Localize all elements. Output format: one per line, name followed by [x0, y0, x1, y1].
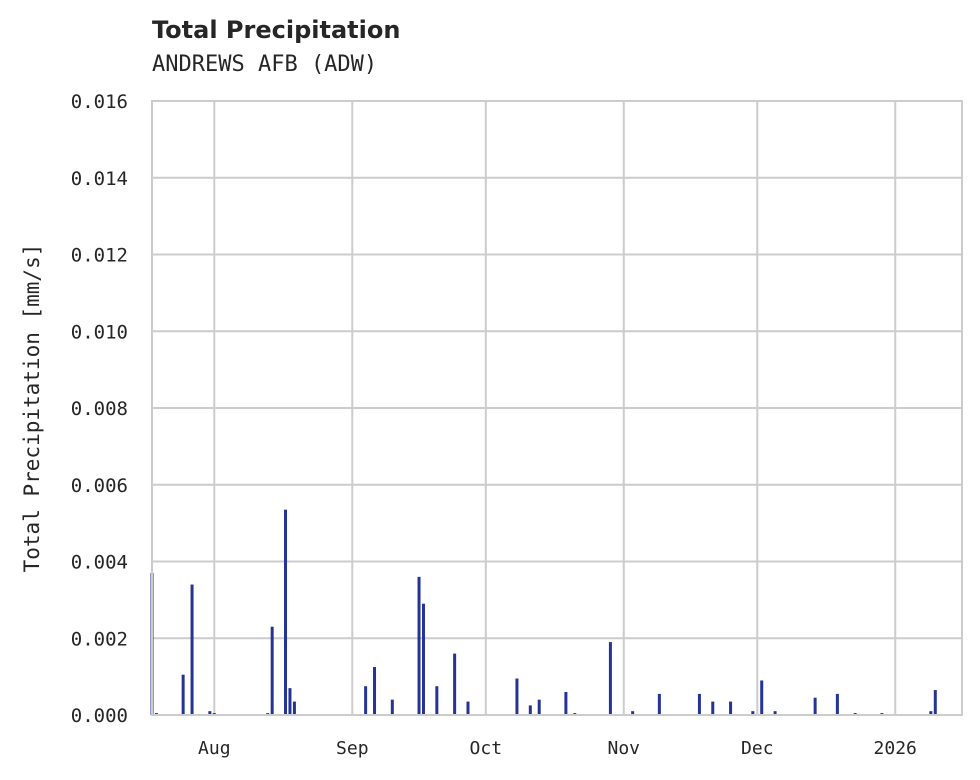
precipitation-bar — [417, 576, 421, 715]
precipitation-bar — [364, 686, 368, 715]
chart-title: Total Precipitation — [152, 16, 401, 44]
precipitation-bar — [292, 701, 296, 715]
precipitation-bar — [813, 697, 817, 715]
precipitation-bar — [631, 711, 635, 715]
y-tick-label: 0.010 — [71, 321, 128, 343]
precipitation-bar — [208, 711, 212, 715]
y-tick-label: 0.002 — [71, 628, 128, 650]
x-tick-label: Oct — [470, 738, 503, 759]
precipitation-bar — [528, 705, 532, 715]
y-tick-label: 0.014 — [71, 168, 128, 190]
y-tick-label: 0.004 — [71, 552, 128, 574]
precipitation-bar — [729, 701, 733, 715]
y-tick-label: 0.006 — [71, 475, 128, 497]
chart-subtitle: ANDREWS AFB (ADW) — [152, 52, 378, 77]
y-axis-ticks: 0.000 0.002 0.004 0.006 0.008 0.010 0.012 0.014… — [71, 91, 128, 727]
precipitation-bar — [657, 693, 661, 715]
precipitation-bar — [515, 678, 519, 715]
y-tick-label: 0.012 — [71, 245, 128, 267]
precipitation-bar — [190, 584, 194, 715]
precipitation-bar — [537, 699, 541, 715]
precipitation-bar — [711, 701, 715, 715]
precipitation-bar — [835, 693, 839, 715]
plot-frame — [151, 100, 963, 716]
precipitation-bar — [373, 667, 377, 715]
precipitation-bar — [466, 701, 470, 715]
x-tick-label: Sep — [336, 738, 369, 759]
precipitation-bar — [608, 642, 612, 715]
x-tick-label: 2026 — [874, 738, 917, 759]
precipitation-bar — [697, 693, 701, 715]
x-tick-label: Aug — [198, 738, 231, 759]
precipitation-bar — [181, 674, 185, 715]
grid-lines — [152, 100, 962, 716]
precipitation-bar — [760, 680, 764, 715]
x-tick-label: Nov — [608, 738, 641, 759]
precipitation-bar — [284, 509, 288, 715]
y-tick-label: 0.008 — [71, 398, 128, 420]
precipitation-bar — [270, 626, 274, 715]
precipitation-bar — [933, 690, 937, 715]
precipitation-bar — [421, 603, 425, 715]
precipitation-bar — [929, 711, 933, 715]
precipitation-bar — [773, 711, 777, 715]
precipitation-bars — [150, 509, 937, 715]
y-tick-label: 0.016 — [71, 91, 128, 113]
precipitation-bar — [288, 688, 292, 715]
y-tick-label: 0.000 — [71, 705, 128, 727]
precipitation-bar — [453, 653, 457, 715]
precipitation-bar — [564, 691, 568, 715]
precipitation-bar — [435, 686, 439, 715]
precipitation-bar — [751, 711, 755, 715]
precipitation-bar — [390, 699, 394, 715]
x-tick-label: Dec — [741, 738, 774, 759]
x-axis-ticks: Aug Sep Oct Nov Dec 2026 — [198, 738, 917, 759]
